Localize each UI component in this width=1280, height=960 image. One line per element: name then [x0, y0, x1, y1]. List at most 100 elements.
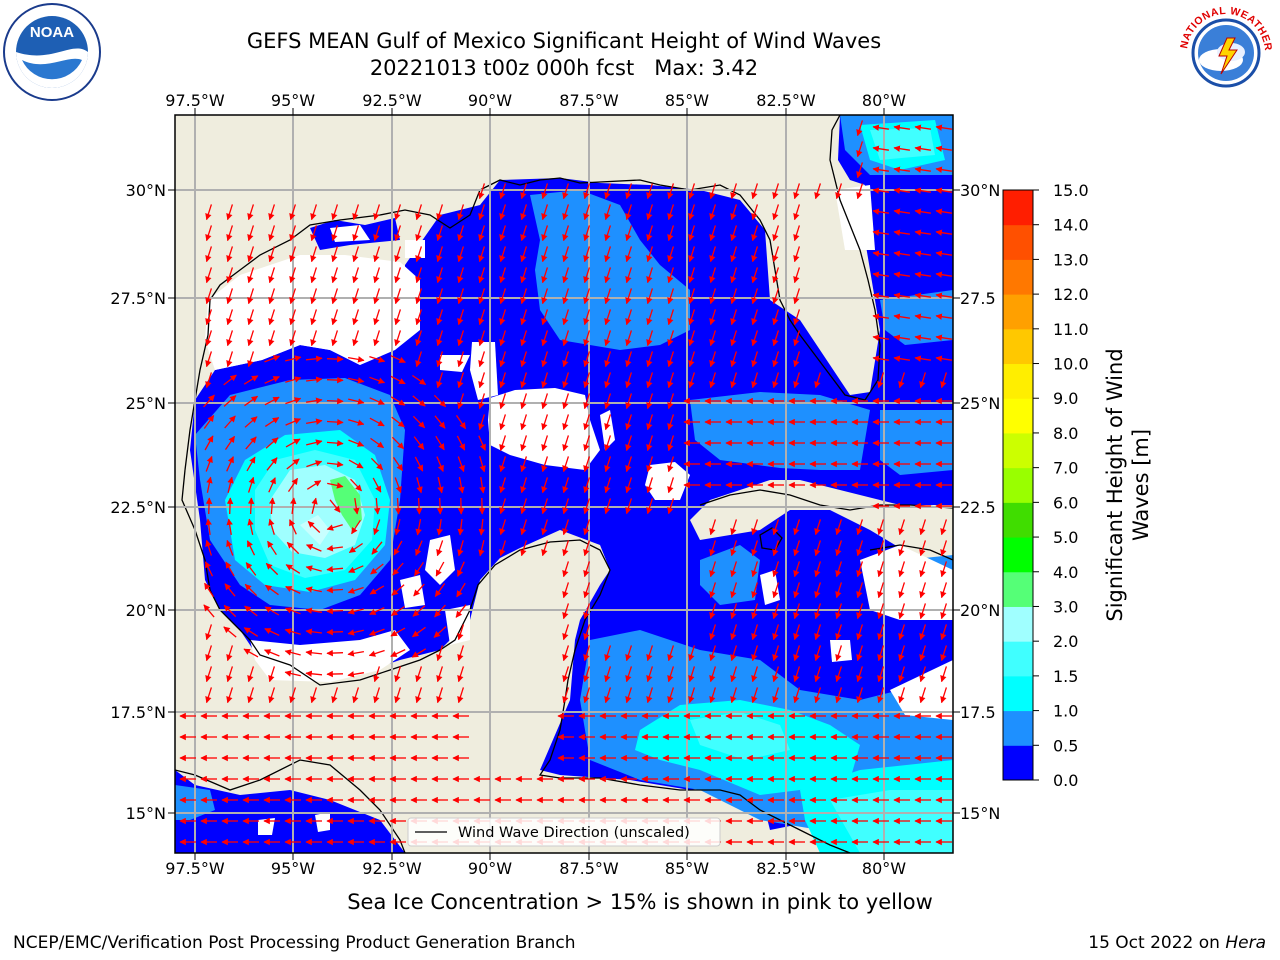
wave-direction-arrow: [814, 687, 822, 704]
wave-direction-arrow: [772, 225, 780, 242]
wave-direction-arrow: [709, 267, 717, 284]
wave-direction-arrow: [877, 603, 885, 620]
wave-direction-arrow: [415, 288, 423, 305]
wave-direction-arrow: [499, 351, 507, 368]
wave-direction-arrow: [772, 645, 780, 662]
colorbar-tick-label: 7.0: [1053, 459, 1078, 478]
wave-direction-arrow: [310, 225, 318, 242]
wave-direction-arrow: [893, 355, 910, 362]
wave-direction-arrow: [331, 204, 339, 221]
wave-direction-arrow: [898, 687, 906, 704]
wave-direction-arrow: [898, 519, 906, 536]
wave-direction-arrow: [835, 666, 843, 683]
lon-label: 85°W: [665, 859, 709, 878]
wave-direction-arrow: [667, 351, 675, 368]
wave-direction-arrow: [416, 477, 423, 494]
wave-direction-arrow: [371, 541, 383, 555]
wave-direction-arrow: [835, 603, 843, 620]
wave-direction-arrow: [393, 540, 403, 556]
wave-direction-arrow: [205, 309, 213, 326]
wave-direction-arrow: [772, 582, 780, 599]
colorbar-segment: [1003, 641, 1033, 677]
wave-direction-arrow: [541, 393, 549, 410]
lat-label: 27.5°N: [110, 289, 166, 308]
wave-direction-arrow: [751, 372, 759, 389]
wave-direction-arrow: [499, 288, 507, 305]
wave-direction-arrow: [730, 519, 738, 536]
wave-direction-arrow: [935, 250, 952, 257]
wave-direction-arrow: [268, 687, 276, 704]
wave-direction-arrow: [247, 687, 255, 704]
wave-direction-arrow: [284, 628, 301, 635]
wave-direction-arrow: [306, 376, 323, 383]
wave-direction-arrow: [306, 480, 322, 490]
wave-direction-arrow: [436, 456, 444, 472]
wave-direction-arrow: [793, 645, 801, 662]
wave-direction-arrow: [940, 603, 948, 620]
wave-direction-arrow: [814, 372, 822, 389]
wave-direction-arrow: [893, 292, 910, 299]
wave-direction-arrow: [625, 246, 633, 263]
map-legend: Wind Wave Direction (unscaled): [407, 817, 721, 847]
colorbar-segment: [1003, 398, 1033, 434]
wave-direction-arrow: [226, 666, 234, 683]
wave-direction-arrow: [562, 456, 570, 473]
colorbar-tick-label: 2.0: [1053, 632, 1078, 651]
wave-direction-arrow: [667, 687, 675, 704]
wave-direction-arrow: [310, 309, 318, 326]
wave-direction-arrow: [457, 330, 465, 347]
wave-direction-arrow: [373, 246, 381, 263]
wave-direction-arrow: [604, 666, 612, 683]
wave-direction-arrow: [730, 582, 738, 599]
wave-direction-arrow: [285, 355, 302, 362]
wave-direction-arrow: [709, 225, 717, 242]
wave-direction-arrow: [205, 666, 213, 683]
wave-direction-arrow: [709, 246, 717, 263]
wave-direction-arrow: [265, 562, 279, 576]
wave-direction-arrow: [326, 628, 344, 636]
wave-direction-arrow: [604, 246, 612, 263]
wave-direction-arrow: [226, 267, 234, 284]
wave-direction-arrow: [646, 645, 654, 662]
wave-direction-arrow: [434, 415, 446, 429]
colorbar-segment: [1003, 606, 1033, 642]
wave-direction-arrow: [919, 666, 927, 683]
colorbar-tick-label: 14.0: [1053, 216, 1089, 235]
wave-direction-arrow: [394, 309, 402, 326]
wave-direction-arrow: [877, 582, 885, 599]
wave-direction-arrow: [347, 356, 365, 363]
wave-direction-arrow: [604, 456, 612, 473]
wave-direction-arrow: [435, 561, 445, 577]
wave-direction-arrow: [856, 162, 864, 179]
wave-direction-arrow: [751, 519, 759, 536]
wave-direction-arrow: [223, 395, 237, 407]
wave-direction-arrow: [772, 309, 780, 326]
wave-direction-arrow: [264, 417, 280, 427]
wave-direction-arrow: [583, 687, 591, 704]
wave-direction-arrow: [667, 477, 675, 494]
lat-label: 30°N: [126, 181, 166, 200]
wave-direction-arrow: [625, 225, 633, 242]
wave-direction-arrow: [625, 351, 633, 368]
wave-direction-arrow: [730, 561, 738, 578]
wave-direction-arrow: [457, 540, 464, 557]
wave-direction-arrow: [326, 397, 344, 405]
wave-direction-arrow: [223, 604, 237, 618]
lon-label: 87.5°W: [559, 91, 619, 110]
wave-direction-arrow: [267, 540, 277, 556]
wave-direction-arrow: [856, 540, 864, 557]
wave-direction-arrow: [394, 497, 402, 515]
wave-direction-arrow: [919, 372, 927, 389]
wave-direction-arrow: [310, 288, 318, 305]
wave-direction-arrow: [499, 435, 507, 452]
colorbar-segment: [1003, 363, 1033, 399]
wave-direction-arrow: [436, 225, 444, 242]
wave-direction-arrow: [436, 288, 444, 305]
colorbar-tick-label: 5.0: [1053, 528, 1078, 547]
wave-direction-arrow: [646, 666, 654, 683]
wave-direction-arrow: [412, 395, 426, 407]
wave-direction-arrow: [751, 603, 759, 620]
wave-direction-arrow: [353, 498, 360, 515]
wave-direction-arrow: [265, 437, 279, 449]
wave-direction-arrow: [415, 225, 423, 242]
